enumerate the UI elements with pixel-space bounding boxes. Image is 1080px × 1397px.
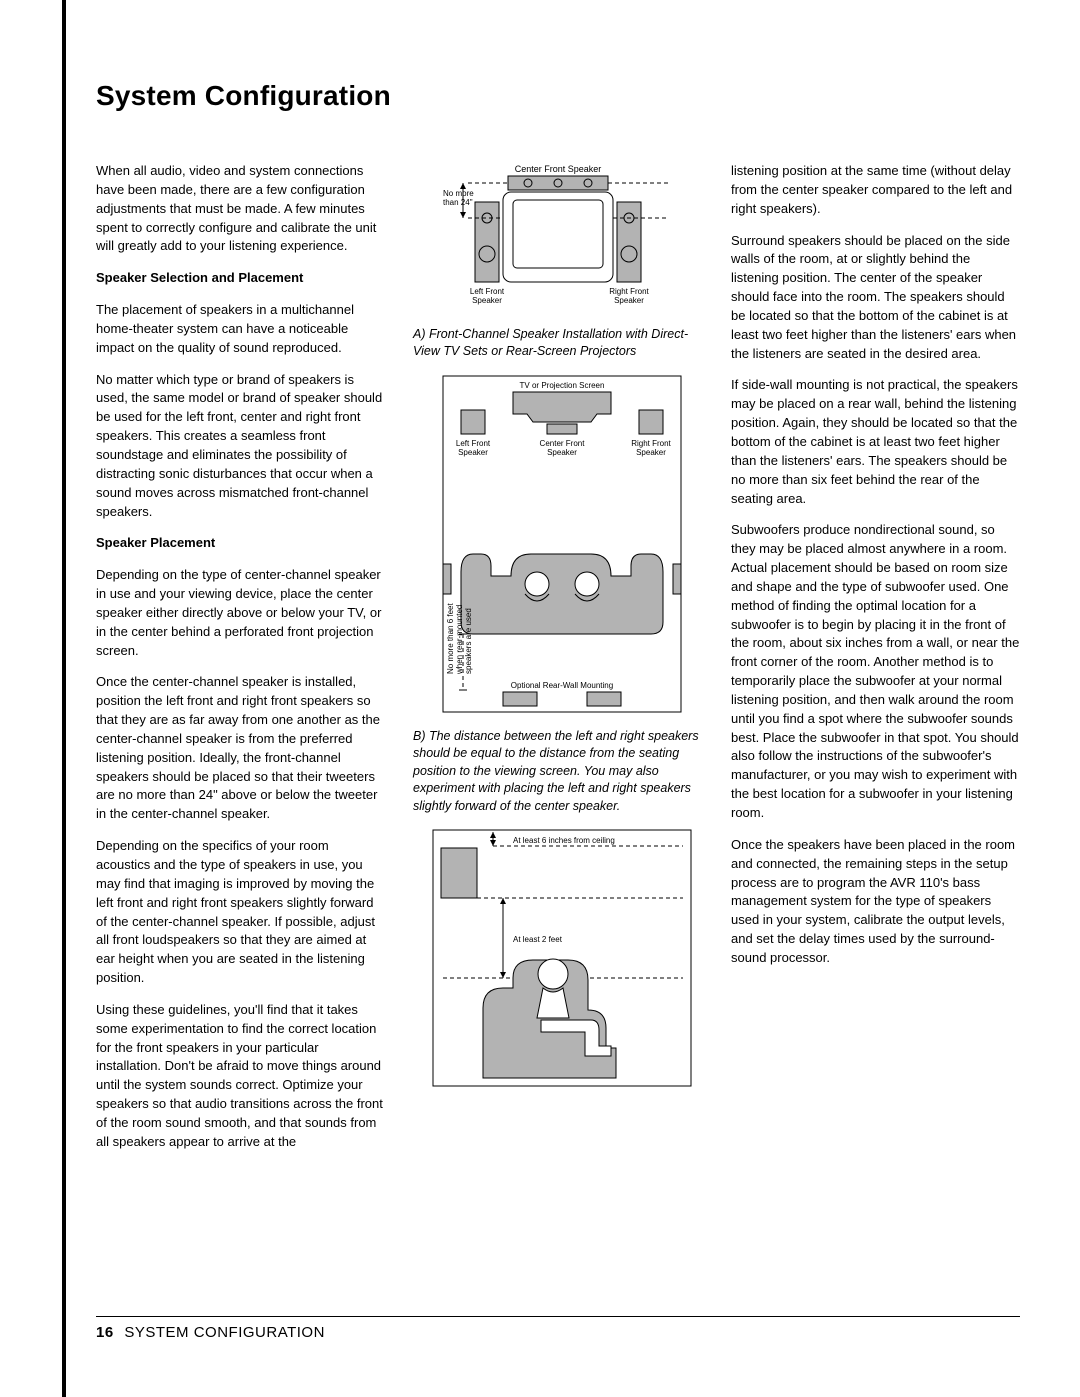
para: When all audio, video and system connect… [96,162,385,256]
para: Once the center-channel speaker is insta… [96,673,385,824]
para: No matter which type or brand of speaker… [96,371,385,522]
label-blf2: Speaker [458,448,488,457]
label-bcf2: Speaker [547,448,577,457]
footer: 16 SYSTEM CONFIGURATION [96,1324,325,1341]
para: listening position at the same time (wit… [731,162,1020,219]
label-rear: Optional Rear-Wall Mounting [511,681,613,690]
column-2: Center Front Speaker [413,162,703,1165]
page-number: 16 [96,1324,114,1341]
label-brf2: Speaker [636,448,666,457]
para: Using these guidelines, you'll find that… [96,1001,385,1152]
figure-a: Center Front Speaker [413,162,703,318]
footer-rule [96,1316,1020,1317]
label-tv: TV or Projection Screen [520,381,605,390]
label-brf1: Right Front [631,439,671,448]
label-bcf1: Center Front [540,439,586,448]
para: Depending on the type of center-channel … [96,566,385,660]
label-than24: than 24" [443,198,473,207]
subhead-speaker-placement: Speaker Placement [96,534,385,553]
para: Once the speakers have been placed in th… [731,836,1020,968]
label-ceil: At least 6 inches from ceiling [513,836,615,845]
vertical-rule [62,0,66,1397]
label-nomore: No more [443,189,474,198]
caption-a: A) Front-Channel Speaker Installation wi… [413,326,703,361]
para: The placement of speakers in a multichan… [96,301,385,358]
column-1: When all audio, video and system connect… [96,162,385,1165]
label-center-front: Center Front Speaker [515,164,602,174]
footer-section: SYSTEM CONFIGURATION [124,1324,325,1341]
label-lf2: Speaker [472,296,502,305]
para: If side-wall mounting is not practical, … [731,376,1020,508]
figure-c: At least 6 inches from ceiling At least … [413,828,703,1094]
label-blf1: Left Front [456,439,491,448]
columns: When all audio, video and system connect… [96,162,1020,1165]
label-side3: speakers are used [464,608,473,674]
para: Surround speakers should be placed on th… [731,232,1020,364]
page-title: System Configuration [96,80,1020,112]
label-rf2: Speaker [614,296,644,305]
subhead-speaker-selection: Speaker Selection and Placement [96,269,385,288]
label-rf1: Right Front [609,287,649,296]
para: Subwoofers produce nondirectional sound,… [731,521,1020,823]
label-side1: No more than 6 feet [446,602,455,673]
para: Depending on the specifics of your room … [96,837,385,988]
label-side2: when rear-mounted [455,604,464,674]
figure-b: TV or Projection Screen Left Front Speak… [413,374,703,720]
label-lf1: Left Front [470,287,505,296]
caption-b: B) The distance between the left and rig… [413,728,703,816]
column-3: listening position at the same time (wit… [731,162,1020,1165]
label-ear: At least 2 feet [513,935,563,944]
